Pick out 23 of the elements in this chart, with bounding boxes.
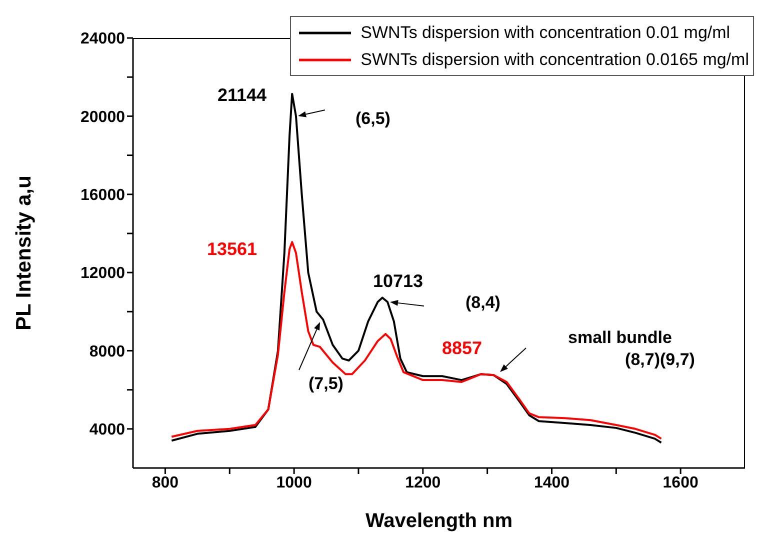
- y-tick-label: 20000: [80, 108, 126, 126]
- y-tick-label: 8000: [89, 343, 126, 360]
- annotation: 8857: [442, 338, 482, 358]
- y-axis-title: PL Intensity a,u: [12, 176, 36, 330]
- y-tick-label: 24000: [80, 30, 126, 48]
- x-axis-title: Wavelength nm: [365, 510, 513, 532]
- legend-label: SWNTs dispersion with concentration 0.0165 mg/ml: [360, 49, 749, 71]
- x-tick-label: 1000: [276, 474, 312, 492]
- x-tick-label: 800: [152, 474, 179, 492]
- x-tick-label: 1600: [662, 474, 698, 492]
- y-tick-label: 16000: [80, 187, 126, 204]
- annotation: 10713: [372, 271, 424, 291]
- annotation: (8,4): [466, 293, 500, 312]
- annotation: small bundle (8,7)(9,7): [568, 328, 695, 369]
- x-tick-label: 1400: [534, 474, 570, 492]
- annotation: (6,5): [356, 109, 390, 128]
- x-tick-label: 1200: [405, 474, 441, 492]
- annotation: 21144: [217, 85, 267, 105]
- y-tick-label: 4000: [89, 422, 126, 439]
- y-tick-label: 12000: [80, 265, 126, 282]
- annotation: 13561: [206, 239, 258, 259]
- legend-label: SWNTs dispersion with concentration 0.01 mg/ml: [360, 22, 730, 44]
- annotation: (7,5): [308, 374, 344, 393]
